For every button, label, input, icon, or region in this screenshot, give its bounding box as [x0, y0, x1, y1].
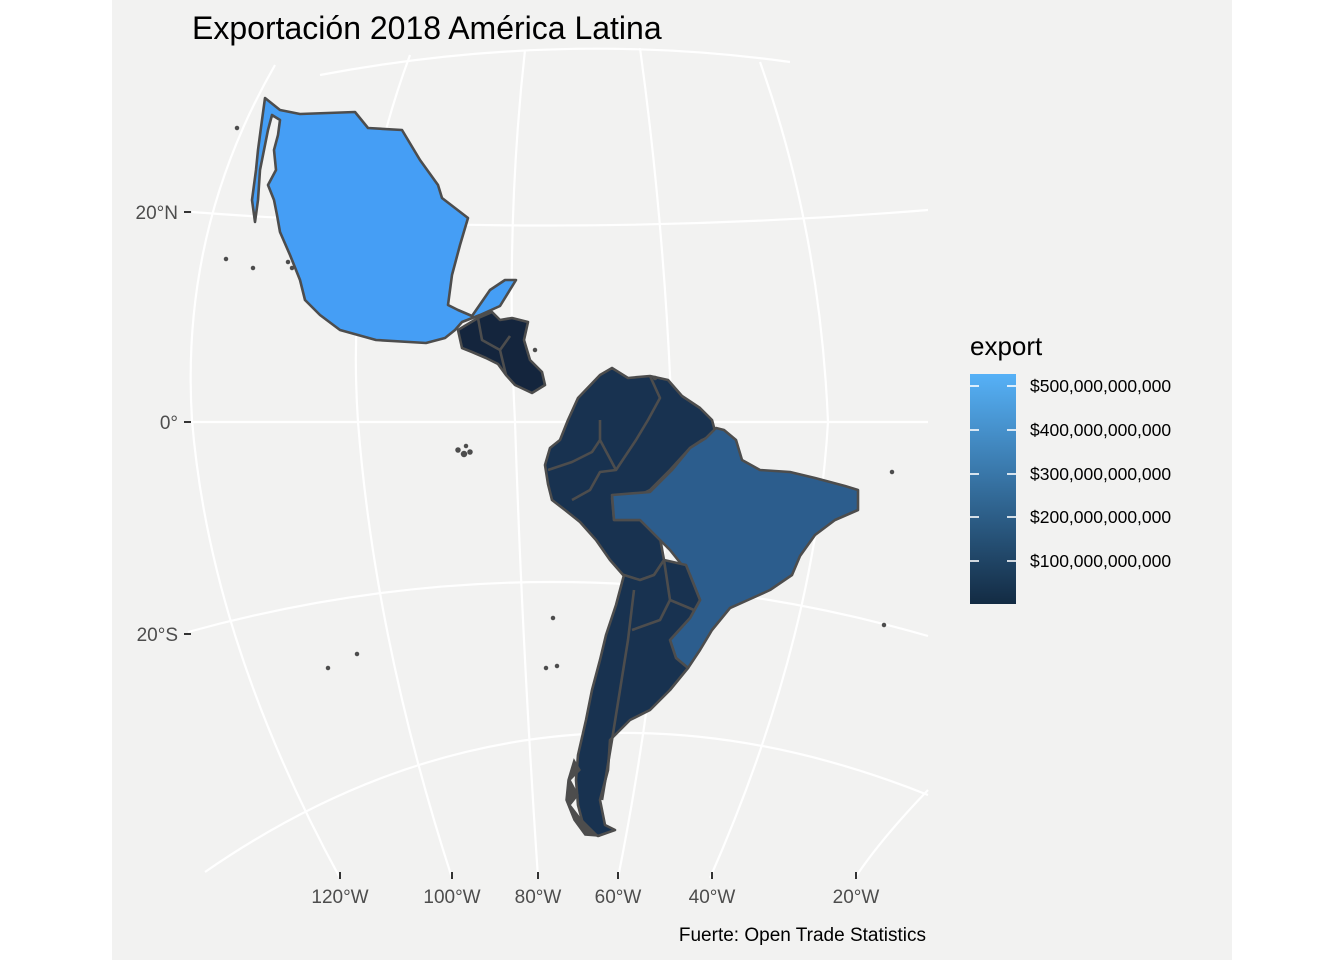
country-central-america-border	[476, 317, 512, 376]
country-northwest-border	[547, 375, 662, 502]
graticule-lat-40n	[319, 47, 791, 77]
graticule-lon-120w	[189, 64, 341, 879]
island-caribbean-1	[532, 347, 538, 353]
x-label-80w: 80°W	[515, 887, 562, 908]
country-mexico[interactable]	[250, 96, 518, 345]
graticule-lat-40s	[204, 731, 929, 873]
legend-label-500b: $500,000,000,000	[1030, 376, 1171, 396]
chile-archipelago	[565, 758, 600, 837]
countries	[250, 96, 860, 838]
island-juan-fernandez-3	[554, 663, 560, 669]
legend: export $500,000,000,000 $400,000,000,000…	[970, 331, 1171, 604]
x-label-100w: 100°W	[423, 887, 480, 908]
island-revillagigedo	[223, 256, 229, 262]
x-label-60w: 60°W	[595, 887, 642, 908]
islands	[223, 125, 895, 671]
island-caribbean-2	[652, 375, 658, 381]
graticule-lat-20s	[187, 580, 929, 638]
y-label-0: 0°	[160, 413, 178, 434]
island-mx-1	[285, 259, 291, 265]
caption: Fuerte: Open Trade Statistics	[679, 925, 926, 946]
graticule-lon-20w	[854, 789, 929, 879]
x-label-120w: 120°W	[311, 887, 368, 908]
island-atlantic-2	[881, 622, 887, 628]
legend-label-200b: $200,000,000,000	[1030, 507, 1171, 527]
island-atlantic-1	[889, 469, 895, 475]
country-southern-cone-border	[600, 559, 695, 801]
legend-title: export	[970, 331, 1043, 361]
chart-title: Exportación 2018 América Latina	[192, 10, 662, 46]
island-easter-2	[354, 651, 360, 657]
island-galapagos-3	[467, 449, 473, 455]
island-galapagos-4	[463, 443, 469, 449]
graticule-lon-80w	[510, 49, 540, 879]
y-label-20s: 20°S	[137, 625, 178, 646]
island-galapagos-1	[455, 447, 461, 453]
island-juan-fernandez-1	[550, 615, 556, 621]
legend-label-400b: $400,000,000,000	[1030, 420, 1171, 440]
legend-colorbar	[970, 374, 1016, 604]
x-label-20w: 20°W	[833, 887, 880, 908]
legend-label-300b: $300,000,000,000	[1030, 464, 1171, 484]
island-galapagos-2	[460, 450, 468, 458]
legend-label-100b: $100,000,000,000	[1030, 551, 1171, 571]
y-axis: 20°N 0° 20°S	[136, 203, 191, 646]
island-guadalupe	[234, 125, 240, 131]
x-axis: 120°W 100°W 80°W 60°W 40°W 20°W	[311, 872, 879, 908]
island-easter-1	[325, 665, 331, 671]
graticule	[187, 47, 929, 879]
graticule-lon-40w	[708, 61, 830, 879]
island-baja	[250, 265, 256, 271]
island-juan-fernandez-2	[543, 665, 549, 671]
island-mx-2	[289, 265, 295, 271]
y-label-20n: 20°N	[136, 203, 178, 224]
x-label-40w: 40°W	[689, 887, 736, 908]
